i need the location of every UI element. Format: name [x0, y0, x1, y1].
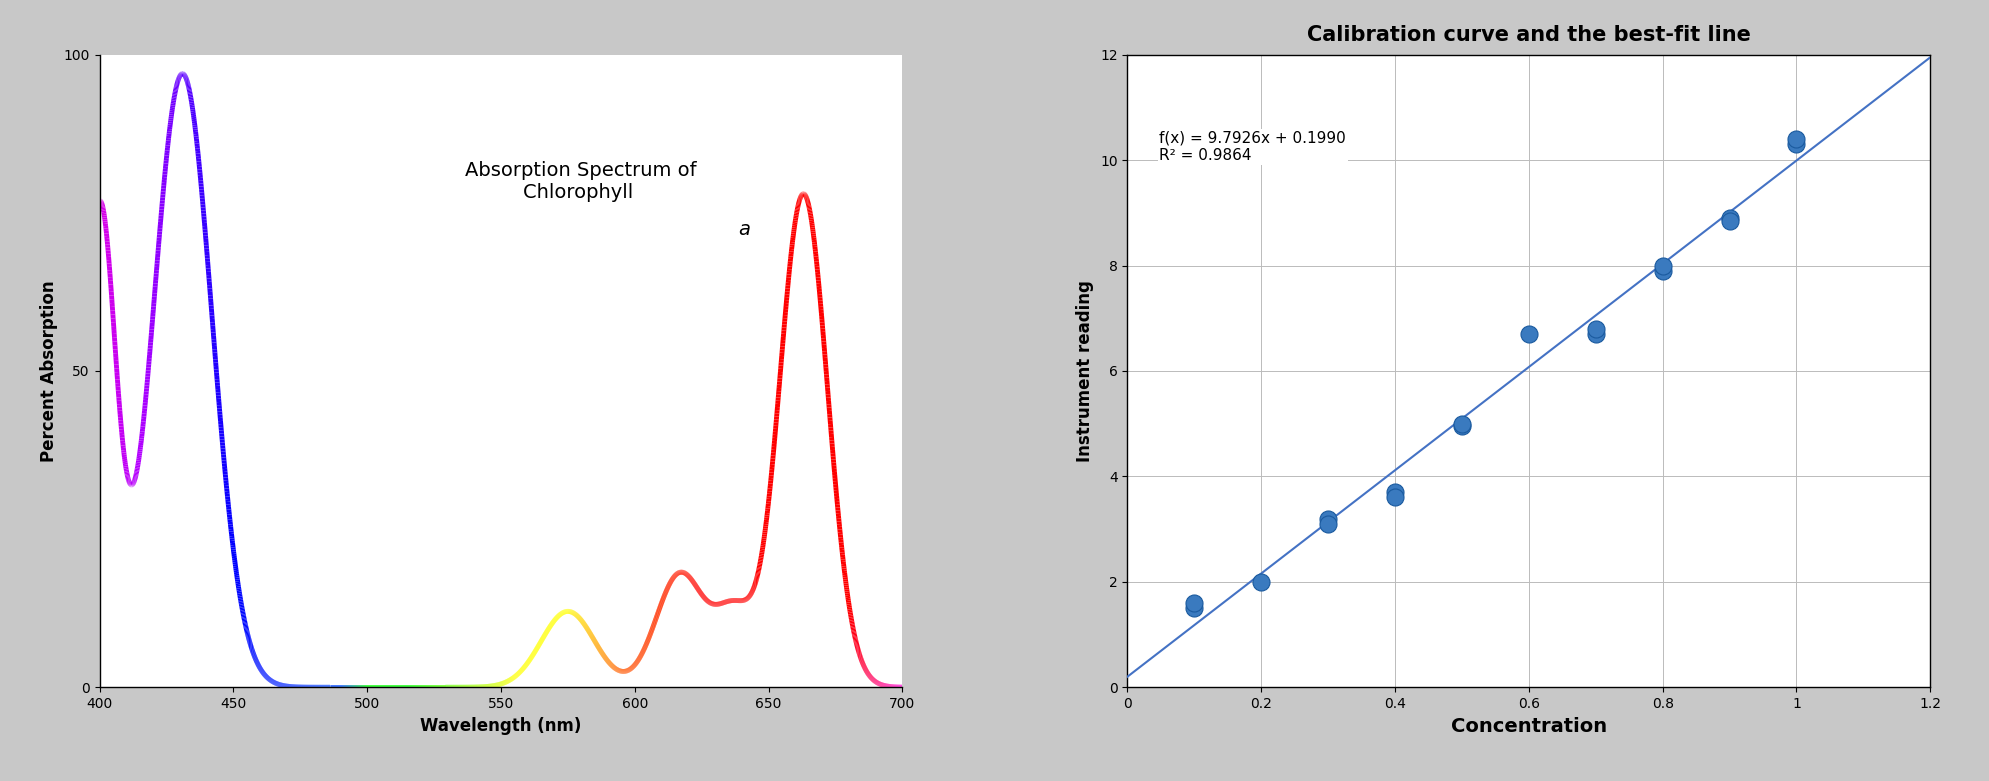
Point — [1579, 323, 1611, 335]
X-axis label: Wavelength (nm): Wavelength (nm) — [420, 716, 581, 735]
Text: f(x) = 9.7926x + 0.1990
R² = 0.9864: f(x) = 9.7926x + 0.1990 R² = 0.9864 — [1160, 130, 1345, 163]
Point — [1645, 265, 1677, 277]
Point — [1311, 518, 1343, 530]
Point — [1512, 328, 1543, 341]
X-axis label: Concentration: Concentration — [1450, 716, 1605, 736]
Point — [1311, 512, 1343, 525]
Point — [1579, 328, 1611, 341]
Point — [1446, 417, 1478, 430]
Point — [1177, 597, 1209, 609]
Point — [1378, 486, 1410, 498]
Point — [1713, 215, 1744, 227]
Point — [1645, 259, 1677, 272]
Point — [1780, 133, 1812, 145]
Point — [1713, 212, 1744, 224]
Text: Absorption Spectrum of
Chlorophyll: Absorption Spectrum of Chlorophyll — [465, 161, 696, 201]
Y-axis label: Instrument reading: Instrument reading — [1076, 280, 1094, 462]
Point — [1378, 491, 1410, 504]
Y-axis label: Percent Absorption: Percent Absorption — [40, 280, 58, 462]
Point — [1245, 576, 1277, 588]
Title: Calibration curve and the best-fit line: Calibration curve and the best-fit line — [1307, 25, 1750, 45]
Point — [1446, 420, 1478, 433]
Point — [1780, 138, 1812, 151]
Point — [1177, 602, 1209, 615]
Text: $a$: $a$ — [738, 220, 750, 240]
